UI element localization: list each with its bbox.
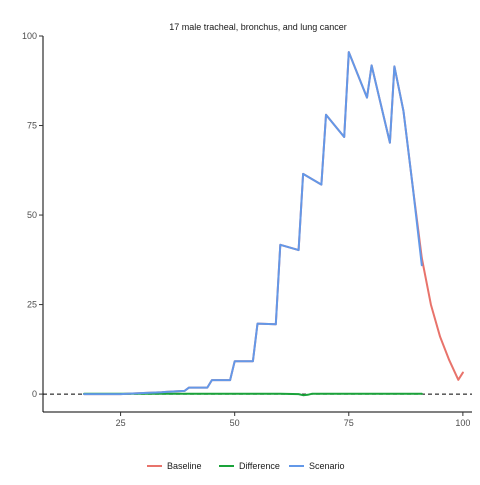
axes: 0 25 50 75 100 25 50 75 100: [22, 31, 472, 428]
y-tick-label: 0: [32, 389, 37, 399]
legend-label-difference: Difference: [239, 461, 280, 471]
y-tick-label: 25: [27, 300, 37, 310]
x-tick-label: 25: [116, 418, 126, 428]
y-tick-label: 75: [27, 121, 37, 131]
y-tick-label: 50: [27, 210, 37, 220]
chart-title: 17 male tracheal, bronchus, and lung can…: [169, 22, 347, 32]
legend-label-scenario: Scenario: [309, 461, 345, 471]
series-line-difference: [83, 392, 423, 397]
x-tick-label: 50: [230, 418, 240, 428]
x-tick-label: 75: [344, 418, 354, 428]
series-line-scenario: [83, 51, 423, 396]
series-line-baseline: [83, 51, 464, 396]
legend-label-baseline: Baseline: [167, 461, 202, 471]
series-layer: [83, 51, 464, 397]
x-tick-label: 100: [455, 418, 470, 428]
legend: Baseline Difference Scenario: [147, 461, 345, 471]
y-tick-label: 100: [22, 31, 37, 41]
